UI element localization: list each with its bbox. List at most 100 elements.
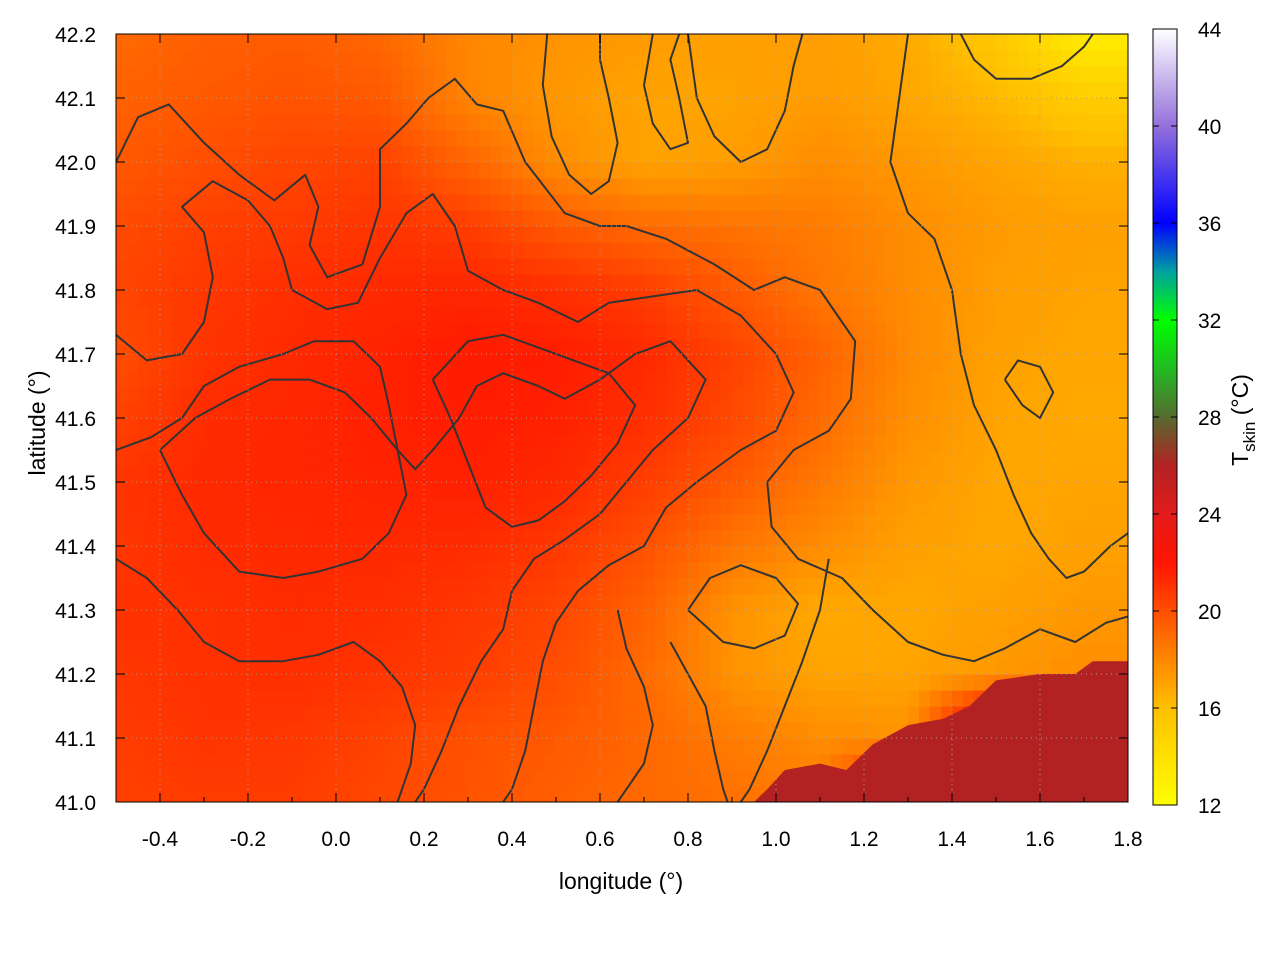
heatmap-cell xyxy=(600,34,612,51)
heatmap-cell xyxy=(820,306,832,323)
heatmap-cell xyxy=(501,578,513,595)
heatmap-cell xyxy=(743,210,755,227)
heatmap-cell xyxy=(754,754,766,771)
heatmap-cell xyxy=(446,354,458,371)
heatmap-cell xyxy=(138,338,150,355)
heatmap-cell xyxy=(1106,114,1118,131)
heatmap-cell xyxy=(1062,626,1074,643)
heatmap-cell xyxy=(1051,642,1063,659)
heatmap-cell xyxy=(325,274,337,291)
heatmap-cell xyxy=(941,338,953,355)
heatmap-cell xyxy=(666,178,678,195)
heatmap-cell xyxy=(622,178,634,195)
heatmap-cell xyxy=(886,338,898,355)
heatmap-cell xyxy=(1062,578,1074,595)
heatmap-cell xyxy=(732,514,744,531)
heatmap-cell xyxy=(644,466,656,483)
heatmap-cell xyxy=(974,178,986,195)
heatmap-cell xyxy=(314,722,326,739)
heatmap-cell xyxy=(325,610,337,627)
heatmap-cell xyxy=(754,290,766,307)
heatmap-cell xyxy=(204,434,216,451)
heatmap-cell xyxy=(1040,162,1052,179)
heatmap-cell xyxy=(457,658,469,675)
heatmap-cell xyxy=(677,386,689,403)
heatmap-cell xyxy=(1007,418,1019,435)
heatmap-cell xyxy=(446,162,458,179)
heatmap-cell xyxy=(1062,594,1074,611)
heatmap-cell xyxy=(160,114,172,131)
heatmap-cell xyxy=(160,562,172,579)
heatmap-cell xyxy=(952,210,964,227)
heatmap-cell xyxy=(270,34,282,51)
heatmap-cell xyxy=(1106,642,1118,659)
heatmap-cell xyxy=(237,258,249,275)
heatmap-cell xyxy=(732,322,744,339)
heatmap-cell xyxy=(369,226,381,243)
heatmap-cell xyxy=(985,674,997,691)
heatmap-cell xyxy=(1040,178,1052,195)
heatmap-cell xyxy=(468,82,480,99)
heatmap-cell xyxy=(1106,82,1118,99)
heatmap-cell xyxy=(699,338,711,355)
heatmap-cell xyxy=(490,178,502,195)
heatmap-cell xyxy=(358,658,370,675)
heatmap-cell xyxy=(1117,50,1128,67)
heatmap-cell xyxy=(1117,514,1128,531)
heatmap-cell xyxy=(424,402,436,419)
heatmap-cell xyxy=(138,738,150,755)
heatmap-cell xyxy=(919,354,931,371)
heatmap-cell xyxy=(787,242,799,259)
heatmap-cell xyxy=(589,242,601,259)
heatmap-cell xyxy=(1029,466,1041,483)
heatmap-cell xyxy=(985,530,997,547)
heatmap-cell xyxy=(556,722,568,739)
heatmap-cell xyxy=(1051,34,1063,51)
heatmap-cell xyxy=(1007,466,1019,483)
heatmap-cell xyxy=(1051,482,1063,499)
heatmap-cell xyxy=(523,306,535,323)
heatmap-cell xyxy=(677,338,689,355)
heatmap-cell xyxy=(633,642,645,659)
heatmap-cell xyxy=(611,194,623,211)
heatmap-cell xyxy=(160,546,172,563)
heatmap-cell xyxy=(809,162,821,179)
heatmap-cell xyxy=(215,466,227,483)
heatmap-cell xyxy=(567,210,579,227)
heatmap-cell xyxy=(754,66,766,83)
heatmap-cell xyxy=(303,754,315,771)
heatmap-cell xyxy=(1062,386,1074,403)
heatmap-cell xyxy=(787,290,799,307)
heatmap-cell xyxy=(160,274,172,291)
heatmap-cell xyxy=(567,722,579,739)
heatmap-cell xyxy=(919,258,931,275)
heatmap-cell xyxy=(1018,226,1030,243)
heatmap-cell xyxy=(644,674,656,691)
heatmap-cell xyxy=(710,386,722,403)
heatmap-cell xyxy=(996,418,1008,435)
heatmap-cell xyxy=(314,434,326,451)
heatmap-cell xyxy=(1007,274,1019,291)
heatmap-cell xyxy=(622,610,634,627)
heatmap-cell xyxy=(1073,386,1085,403)
heatmap-cell xyxy=(424,722,436,739)
heatmap-cell xyxy=(589,130,601,147)
heatmap-cell xyxy=(116,258,128,275)
heatmap-cell xyxy=(204,210,216,227)
heatmap-cell xyxy=(413,626,425,643)
heatmap-cell xyxy=(908,322,920,339)
heatmap-cell xyxy=(787,434,799,451)
heatmap-cell xyxy=(468,306,480,323)
heatmap-cell xyxy=(149,546,161,563)
heatmap-cell xyxy=(886,402,898,419)
heatmap-cell xyxy=(237,786,249,802)
heatmap-cell xyxy=(941,434,953,451)
heatmap-cell xyxy=(270,706,282,723)
heatmap-cell xyxy=(743,706,755,723)
heatmap-cell xyxy=(446,706,458,723)
heatmap-cell xyxy=(688,178,700,195)
heatmap-cell xyxy=(215,306,227,323)
colorbar-tick-label: 36 xyxy=(1198,213,1221,236)
heatmap-cell xyxy=(457,434,469,451)
heatmap-cell xyxy=(347,242,359,259)
